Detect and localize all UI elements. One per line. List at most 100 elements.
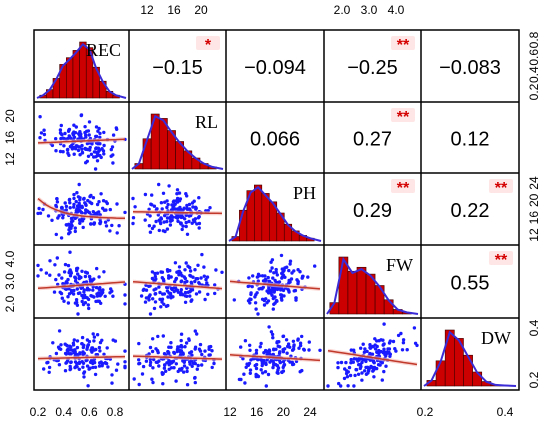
data-point [346, 384, 350, 388]
data-point [183, 290, 188, 295]
data-point [172, 289, 176, 294]
data-point [179, 343, 183, 348]
data-point [157, 364, 161, 368]
data-point [73, 226, 78, 230]
data-point [307, 348, 311, 352]
data-point [266, 291, 271, 295]
data-point [156, 334, 160, 339]
data-point [161, 371, 165, 376]
data-point [102, 143, 106, 148]
data-point [185, 369, 189, 374]
data-point [148, 360, 153, 365]
data-point [36, 274, 40, 278]
data-point [204, 277, 208, 282]
data-point [174, 379, 178, 383]
data-point [185, 203, 189, 208]
data-point [248, 343, 252, 347]
data-point [281, 348, 285, 352]
data-point [181, 359, 185, 363]
data-point [86, 384, 90, 388]
data-point [150, 203, 154, 207]
data-point [169, 275, 173, 279]
data-point [387, 350, 391, 355]
data-point [172, 350, 176, 355]
data-point [158, 290, 162, 295]
data-point [193, 376, 197, 380]
data-point [239, 377, 243, 382]
data-point [197, 226, 201, 230]
data-point [98, 286, 102, 290]
data-point [264, 297, 268, 301]
data-point [278, 350, 282, 354]
data-point [292, 344, 296, 349]
data-point [248, 368, 253, 372]
variable-label-rl: RL [195, 112, 218, 132]
data-point [147, 294, 151, 299]
data-point [66, 263, 71, 268]
data-point [342, 376, 347, 381]
data-point [72, 130, 76, 134]
data-point [72, 135, 77, 139]
data-point [266, 372, 271, 377]
data-point [104, 208, 108, 212]
data-point [197, 347, 202, 351]
data-point [378, 363, 382, 367]
data-point [48, 273, 52, 277]
data-point [154, 287, 158, 291]
data-point [212, 361, 216, 366]
correlation-cell: −0.094 [244, 57, 306, 79]
tick-label-right: 0.4 [527, 66, 541, 83]
data-point [167, 184, 171, 188]
data-point [177, 191, 182, 195]
data-point [182, 370, 186, 374]
data-point [195, 332, 199, 336]
data-point [82, 290, 86, 294]
data-point [101, 199, 106, 203]
data-point [183, 217, 187, 221]
data-point [123, 364, 127, 368]
data-point [205, 275, 210, 279]
data-point [95, 150, 99, 155]
data-point [275, 287, 280, 292]
data-point [254, 348, 259, 353]
density-curve [326, 256, 419, 315]
data-point [298, 343, 303, 348]
data-point [143, 192, 148, 197]
data-point [87, 306, 91, 311]
data-point [193, 205, 198, 209]
data-point [83, 274, 88, 279]
tick-label-bottom: 24 [303, 405, 317, 419]
data-point [271, 365, 275, 370]
tick-label-right: 0.4 [527, 319, 541, 336]
histogram-bar [66, 57, 74, 99]
data-point [382, 347, 386, 351]
tick-label-right: 0.8 [527, 31, 541, 48]
data-point [187, 219, 191, 224]
data-point [144, 288, 149, 292]
data-point [55, 197, 59, 201]
scatter-panel-dw-rl [132, 329, 223, 387]
data-point [123, 360, 127, 364]
data-point [54, 149, 58, 153]
data-point [69, 216, 74, 221]
data-point [257, 274, 262, 278]
tick-label-right: 20 [527, 193, 541, 207]
correlation-value: 0.27 [353, 129, 392, 151]
significance-highlight [391, 179, 415, 193]
data-point [115, 202, 119, 206]
histogram-bar [347, 270, 358, 315]
data-point [344, 360, 348, 365]
data-point [52, 290, 57, 294]
data-point [80, 147, 84, 151]
data-point [383, 353, 387, 357]
tick-label-right: 0.2 [527, 83, 541, 100]
data-point [38, 211, 43, 215]
data-point [55, 256, 59, 260]
data-point [169, 345, 173, 349]
data-point [81, 296, 86, 300]
data-point [185, 294, 189, 298]
data-point [255, 291, 259, 295]
correlation-cell: −0.083 [439, 57, 501, 79]
tick-label-bottom: 16 [250, 405, 264, 419]
data-point [291, 339, 296, 343]
